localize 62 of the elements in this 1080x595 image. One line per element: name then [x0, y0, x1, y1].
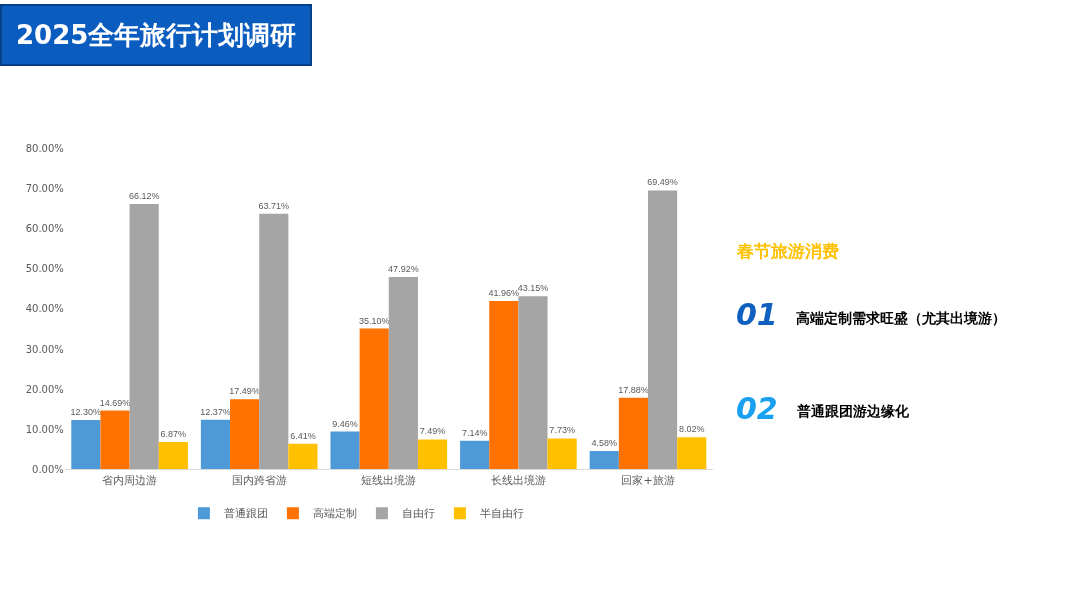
bar	[200, 419, 231, 470]
data-label: 69.49%	[647, 177, 678, 188]
chart-title: 2025全年旅行计划调研	[16, 20, 297, 50]
bar	[489, 301, 519, 470]
data-label: 66.12%	[128, 190, 160, 201]
data-label: 8.02%	[678, 424, 705, 435]
data-label: 6.41%	[290, 430, 316, 441]
text: 01	[736, 297, 778, 332]
data-label: 7.49%	[419, 426, 446, 437]
data-label: 9.46%	[332, 418, 358, 429]
text: 春节旅游消费	[736, 241, 839, 261]
y-tick-label: 40.00%	[25, 303, 64, 315]
y-tick-label: 30.00%	[25, 343, 64, 355]
data-label: 7.73%	[549, 425, 575, 436]
data-label: 47.92%	[388, 264, 419, 275]
bar	[259, 213, 289, 470]
data-label: 4.58%	[591, 438, 618, 449]
y-tick-label: 20.00%	[25, 383, 64, 395]
text: 普通跟团游边缘化	[796, 403, 910, 419]
bar	[648, 190, 678, 470]
text: 02	[736, 391, 778, 426]
data-label: 7.14%	[461, 427, 488, 438]
bar	[547, 438, 577, 470]
data-label: 6.87%	[160, 428, 187, 439]
data-label: 12.30%	[70, 407, 102, 418]
bar	[129, 203, 159, 470]
y-tick-label: 50.00%	[25, 263, 64, 275]
bar	[330, 431, 360, 470]
x-tick-label: 短线出境游	[361, 473, 417, 487]
legend-label: 自由行	[401, 507, 435, 521]
y-tick-label: 60.00%	[25, 223, 64, 235]
legend-label: 半自由行	[479, 507, 524, 521]
bar	[460, 440, 490, 470]
y-tick-label: 0.00%	[32, 463, 64, 475]
data-label: 17.49%	[229, 386, 260, 397]
bar	[71, 420, 101, 470]
bar	[388, 277, 418, 470]
bar	[417, 439, 448, 470]
data-label: 63.71%	[258, 200, 290, 211]
y-tick-label: 80.00%	[25, 142, 64, 154]
data-label: 43.15%	[517, 283, 549, 294]
bar	[100, 410, 130, 470]
bar	[158, 441, 188, 470]
bar	[589, 451, 619, 470]
x-tick-label: 国内跨省游	[231, 473, 287, 487]
data-label: 14.69%	[99, 397, 131, 408]
legend-label: 高端定制	[312, 507, 357, 521]
x-tick-label: 长线出境游	[490, 473, 546, 487]
bar	[518, 296, 548, 470]
y-tick-label: 70.00%	[25, 182, 64, 194]
bar	[230, 399, 260, 470]
bar	[359, 328, 389, 470]
bar	[677, 437, 707, 470]
y-tick-label: 10.00%	[25, 423, 64, 435]
bar	[618, 397, 648, 470]
data-label: 17.88%	[618, 384, 649, 395]
bar	[288, 443, 318, 470]
data-label: 35.10%	[358, 315, 390, 326]
x-tick-label: 回家+旅游	[621, 473, 675, 487]
legend-label: 普通跟团	[223, 507, 268, 521]
text: 高端定制需求旺盛（尤其出境游）	[796, 310, 1006, 326]
x-tick-label: 省内周边游	[102, 473, 158, 487]
